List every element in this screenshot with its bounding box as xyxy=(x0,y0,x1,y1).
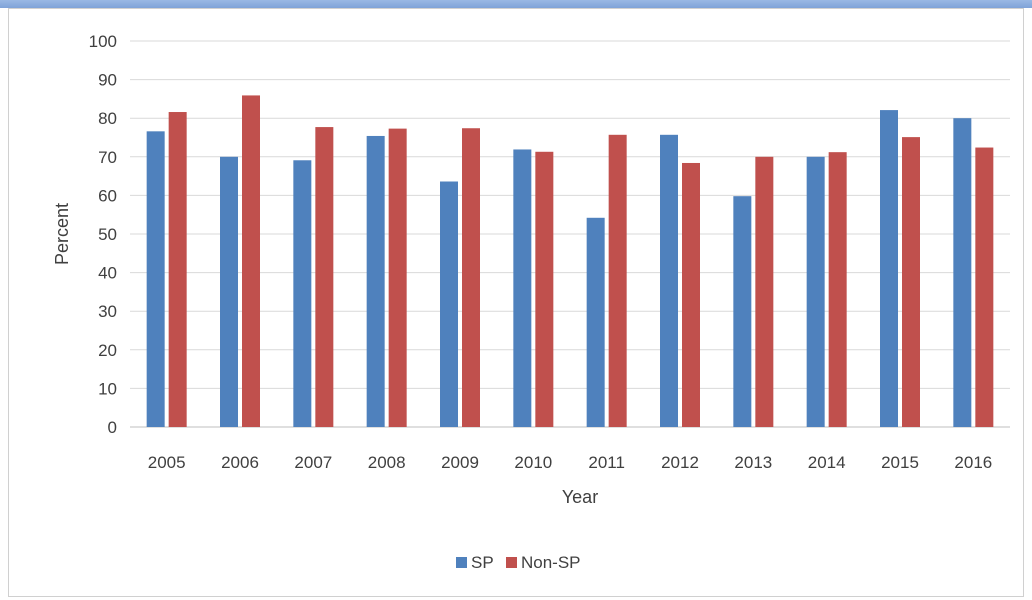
legend-swatch-non-sp xyxy=(506,557,517,568)
bar-non-sp-2009 xyxy=(462,128,480,427)
y-tick-label: 10 xyxy=(98,379,117,398)
bar-non-sp-2012 xyxy=(682,162,700,427)
y-tick-label: 90 xyxy=(98,71,117,90)
bar-sp-2006 xyxy=(220,156,238,428)
bar-non-sp-2010 xyxy=(535,151,554,428)
x-tick-label: 2008 xyxy=(368,453,406,472)
y-tick-label: 60 xyxy=(98,186,117,205)
bar-sp-2016 xyxy=(953,118,972,427)
bar-sp-2015 xyxy=(880,110,898,428)
legend-label: SP xyxy=(471,553,494,572)
x-axis-title: Year xyxy=(562,487,598,507)
x-tick-label: 2014 xyxy=(808,453,846,472)
x-tick-label: 2011 xyxy=(588,453,625,472)
x-tick-label: 2010 xyxy=(514,453,552,472)
x-tick-labels: 2005 2006 2007 2008 2009 2010 2011 2012 2013 2014… xyxy=(148,453,992,472)
bar-sp-2008 xyxy=(366,135,385,427)
window-top-bar xyxy=(0,0,1032,8)
y-tick-label: 70 xyxy=(98,148,117,167)
x-tick-label: 2012 xyxy=(661,453,699,472)
bar-non-sp-2005 xyxy=(168,112,187,428)
y-tick-label: 0 xyxy=(108,418,117,437)
y-axis-title: Percent xyxy=(52,203,72,265)
bar-sp-2011 xyxy=(586,217,605,427)
x-tick-label: 2006 xyxy=(221,453,259,472)
x-tick-label: 2005 xyxy=(148,453,186,472)
bar-sp-2009 xyxy=(440,181,458,427)
bar-non-sp-2015 xyxy=(902,137,920,427)
x-tick-label: 2015 xyxy=(881,453,919,472)
y-tick-label: 20 xyxy=(98,341,117,360)
x-tick-label: 2013 xyxy=(734,453,772,472)
legend-label: Non-SP xyxy=(521,553,581,572)
bar-non-sp-2011 xyxy=(608,134,627,427)
legend: SP Non-SP xyxy=(456,553,581,572)
y-tick-labels: 0 10 20 30 40 50 60 70 80 90 100 xyxy=(89,32,117,437)
y-tick-label: 100 xyxy=(89,32,117,51)
bar-non-sp-2016 xyxy=(975,147,994,427)
x-tick-label: 2007 xyxy=(294,453,332,472)
bar-sp-2005 xyxy=(146,131,165,427)
bar-sp-2012 xyxy=(660,134,678,427)
bar-sp-2014 xyxy=(806,156,825,428)
bar-sp-2010 xyxy=(513,149,532,427)
bar-non-sp-2007 xyxy=(315,127,334,427)
bar-sp-2007 xyxy=(293,160,312,428)
legend-swatch-sp xyxy=(456,557,467,568)
bar-non-sp-2013 xyxy=(755,156,774,428)
bar-non-sp-2006 xyxy=(242,95,260,428)
gridlines xyxy=(130,40,1010,428)
y-tick-label: 40 xyxy=(98,264,117,283)
bar-non-sp-2014 xyxy=(828,152,847,427)
x-tick-label: 2016 xyxy=(954,453,992,472)
y-tick-label: 80 xyxy=(98,109,117,128)
y-tick-label: 30 xyxy=(98,302,117,321)
bar-non-sp-2008 xyxy=(388,128,407,427)
bars xyxy=(146,95,994,428)
x-tick-label: 2009 xyxy=(441,453,479,472)
y-tick-label: 50 xyxy=(98,225,117,244)
bar-sp-2013 xyxy=(733,196,752,427)
